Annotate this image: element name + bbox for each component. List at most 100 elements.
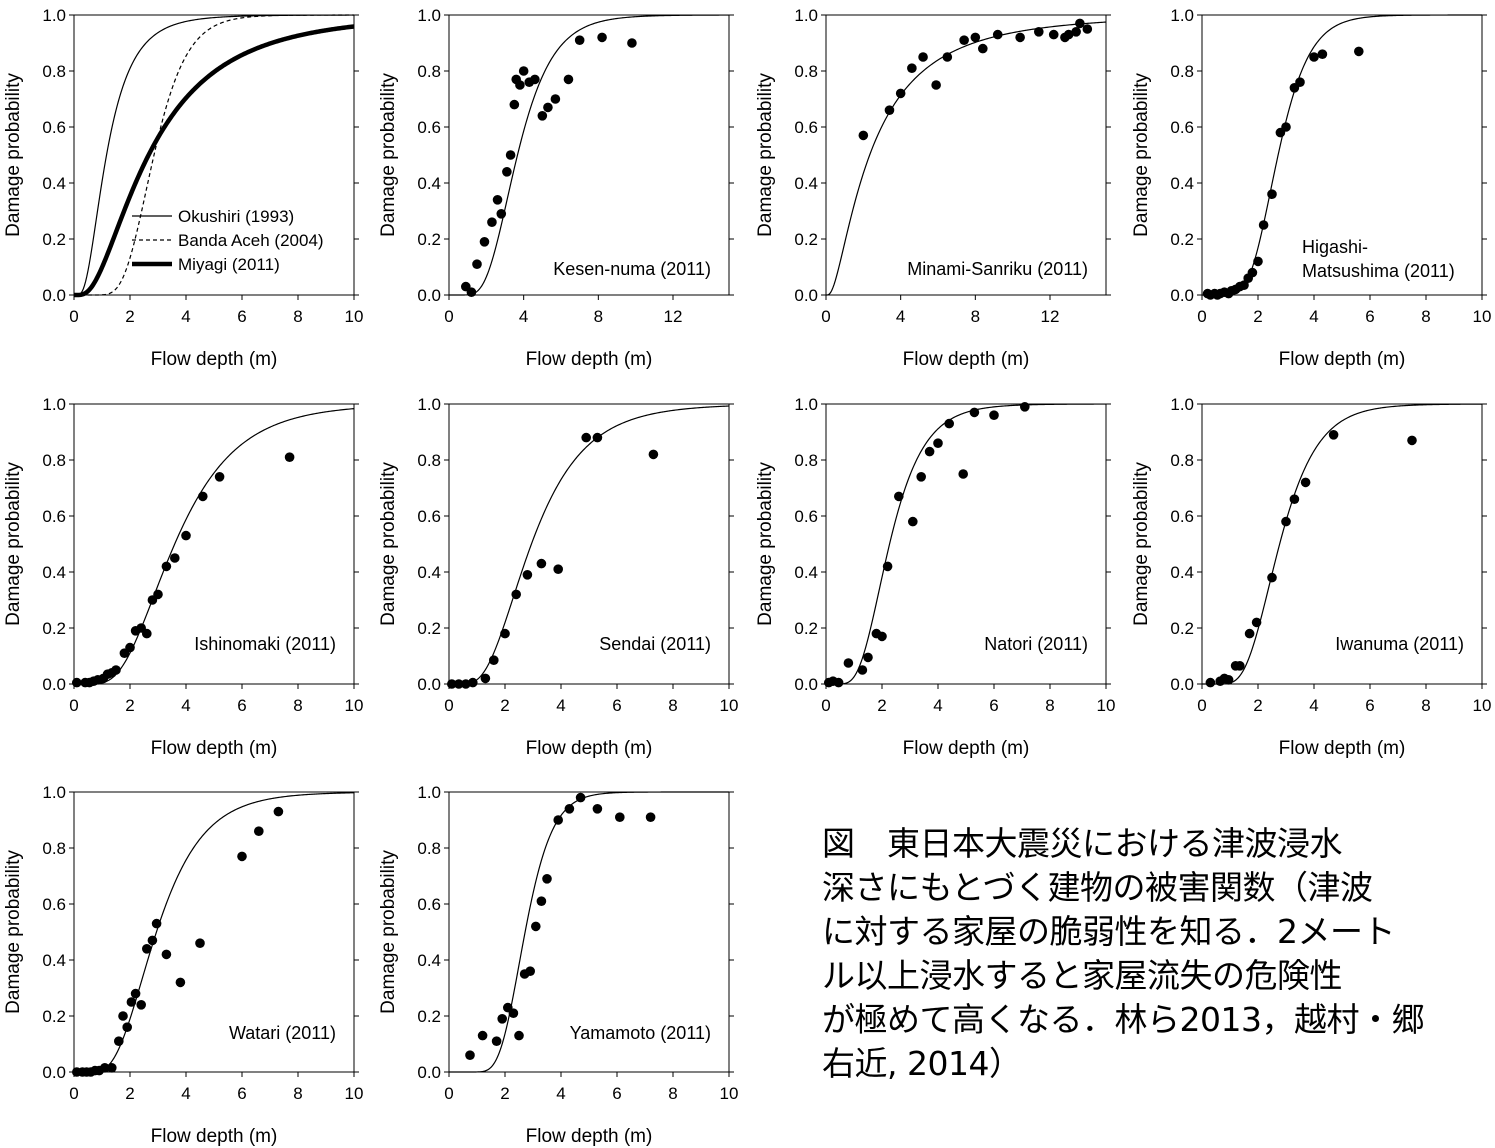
x-tick-label: 4 xyxy=(933,696,942,715)
data-point xyxy=(142,944,152,954)
x-tick-label: 4 xyxy=(519,307,528,326)
x-tick-label: 2 xyxy=(1253,307,1262,326)
y-tick-label: 0.0 xyxy=(794,675,818,694)
series-line-1 xyxy=(74,14,354,296)
x-tick-label: 0 xyxy=(69,1084,78,1103)
x-tick-label: 0 xyxy=(444,696,453,715)
y-axis-label: Damage probability xyxy=(378,850,399,1014)
x-tick-label: 10 xyxy=(720,696,739,715)
x-tick-label: 4 xyxy=(1309,696,1318,715)
data-point xyxy=(122,1022,132,1032)
data-point xyxy=(857,665,868,675)
data-point xyxy=(970,32,981,43)
data-point xyxy=(1251,617,1262,628)
data-point xyxy=(877,631,887,642)
panel-label: Iwanuma (2011) xyxy=(1335,634,1464,654)
data-point xyxy=(480,673,491,684)
data-point xyxy=(882,561,893,572)
plot-frame xyxy=(73,403,355,685)
y-axis-label: Damage probability xyxy=(378,73,399,237)
data-point xyxy=(1281,122,1291,132)
x-tick-label: 10 xyxy=(720,1084,739,1103)
x-tick-label: 0 xyxy=(821,696,830,715)
chart-panel-10: 0.0 0.2 0.4 0.6 0.8 1.0 0 2 4 6 8 10 Flow depth (m) D… xyxy=(378,783,738,1147)
plot-frame xyxy=(1201,403,1483,685)
data-point xyxy=(195,938,205,948)
x-tick-label: 2 xyxy=(125,307,134,326)
data-point xyxy=(1239,280,1249,291)
data-point xyxy=(581,432,591,443)
data-point xyxy=(1281,516,1291,527)
data-point xyxy=(1407,435,1417,446)
data-point xyxy=(1267,189,1277,199)
data-point xyxy=(100,1063,110,1073)
chart-panel-6: 0.0 0.2 0.4 0.6 0.8 1.0 0 2 4 6 8 10 Flow depth (m) D… xyxy=(378,395,738,759)
data-point xyxy=(833,677,844,688)
data-point xyxy=(1048,29,1059,40)
y-tick-label: 0.2 xyxy=(794,230,818,249)
data-point xyxy=(924,446,935,457)
data-point xyxy=(553,815,563,825)
fitted-curve xyxy=(1202,403,1483,685)
x-tick-label: 12 xyxy=(664,307,683,326)
x-tick-label: 10 xyxy=(1097,696,1116,715)
x-axis-label: Flow depth (m) xyxy=(1279,738,1406,759)
data-point xyxy=(1247,267,1258,278)
x-tick-label: 8 xyxy=(1421,307,1430,326)
x-tick-label: 8 xyxy=(668,696,677,715)
y-tick-label: 0.8 xyxy=(42,839,66,858)
data-point xyxy=(1289,494,1300,505)
data-point xyxy=(161,561,172,572)
data-point xyxy=(550,94,561,104)
x-tick-label: 2 xyxy=(877,696,886,715)
x-tick-label: 0 xyxy=(1197,696,1206,715)
data-point xyxy=(931,80,941,90)
fitted-curve xyxy=(74,408,355,685)
fitted-curve xyxy=(449,14,729,296)
x-tick-label: 8 xyxy=(293,1084,302,1103)
chart-panel-5: 0.0 0.2 0.4 0.6 0.8 1.0 0 2 4 6 8 10 Flow depth (m) D… xyxy=(3,395,363,759)
y-tick-label: 1.0 xyxy=(42,395,66,414)
y-tick-label: 0.6 xyxy=(417,118,441,137)
data-point xyxy=(969,407,980,418)
data-point xyxy=(477,1030,488,1041)
y-tick-label: 0.0 xyxy=(42,1063,66,1082)
data-point xyxy=(465,1050,475,1060)
y-tick-label: 0.2 xyxy=(42,619,66,638)
y-tick-label: 0.8 xyxy=(417,62,441,81)
data-point xyxy=(273,806,284,817)
y-axis-label: Damage probability xyxy=(755,73,776,237)
data-point xyxy=(479,237,490,247)
data-point xyxy=(151,918,162,929)
data-point xyxy=(597,32,607,43)
y-tick-label: 1.0 xyxy=(417,6,441,25)
y-tick-label: 0.4 xyxy=(794,174,818,193)
x-tick-label: 0 xyxy=(444,1084,453,1103)
data-point xyxy=(1267,572,1277,583)
data-point xyxy=(466,287,477,298)
data-point xyxy=(515,80,525,90)
y-tick-label: 1.0 xyxy=(42,6,66,25)
plot-frame xyxy=(73,14,355,296)
x-tick-label: 4 xyxy=(896,307,905,326)
data-point xyxy=(1223,675,1234,685)
x-tick-label: 8 xyxy=(1421,696,1430,715)
y-tick-label: 1.0 xyxy=(417,783,441,802)
y-tick-label: 1.0 xyxy=(794,6,818,25)
y-axis-label: Damage probability xyxy=(755,462,776,626)
y-axis-label: Damage probability xyxy=(3,73,24,237)
x-axis-label: Flow depth (m) xyxy=(526,349,653,370)
x-tick-label: 4 xyxy=(1309,307,1318,326)
figure-caption: 図 東日本大震災における津波浸水 深さにもとづく建物の被害関数（津波 に対する家… xyxy=(822,824,1424,1083)
x-tick-label: 4 xyxy=(556,1084,565,1103)
data-point xyxy=(863,652,873,663)
y-tick-label: 0.6 xyxy=(417,507,441,526)
chart-panel-9: 0.0 0.2 0.4 0.6 0.8 1.0 0 2 4 6 8 10 Flow depth (m) D… xyxy=(3,783,363,1147)
y-tick-label: 0.0 xyxy=(417,675,441,694)
y-tick-label: 0.4 xyxy=(1170,563,1194,582)
data-point xyxy=(933,438,943,449)
data-point xyxy=(542,874,552,884)
panel-label: Higashi- Matsushima (2011) xyxy=(1302,237,1455,281)
data-point xyxy=(454,679,464,689)
data-point xyxy=(1075,18,1085,29)
